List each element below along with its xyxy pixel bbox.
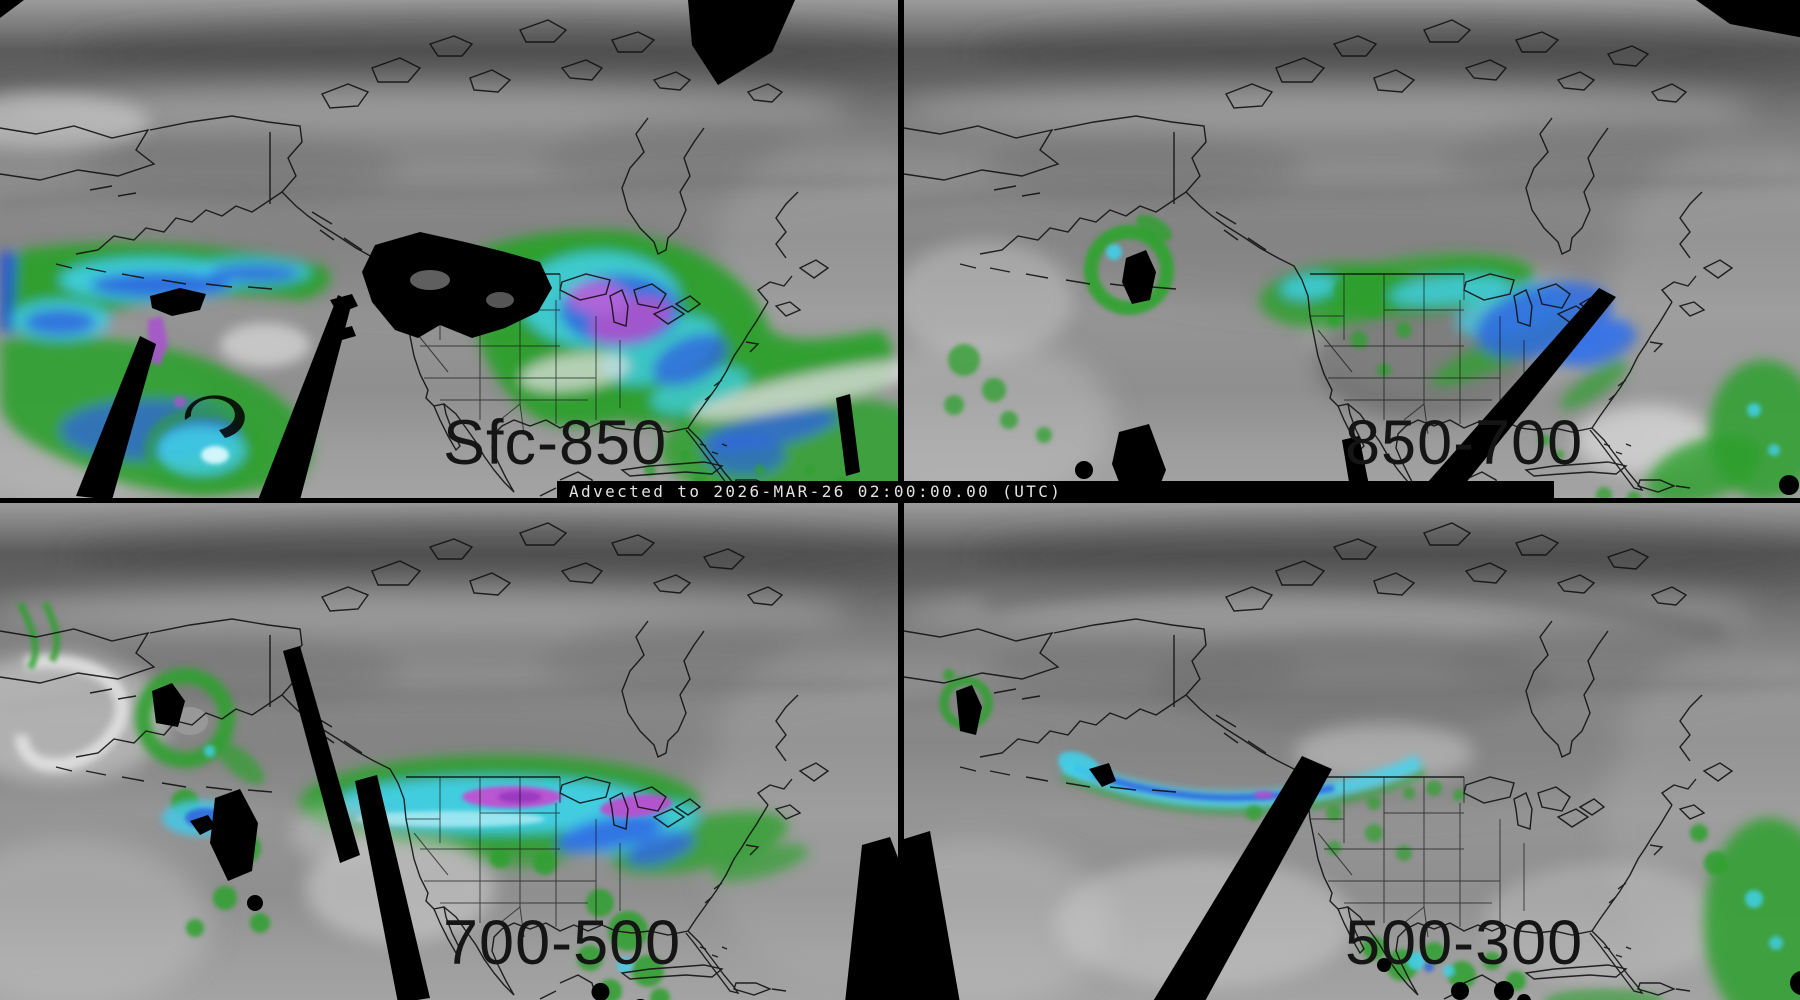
timestamp-banner-text: Advected to 2026-MAR-26 02:00:00.00 (UTC… (569, 482, 1063, 501)
panel-label-850-700: 850-700 (1345, 408, 1584, 478)
panel-850-700 (904, 0, 1800, 500)
timestamp-banner: Advected to 2026-MAR-26 02:00:00.00 (UTC… (557, 481, 1554, 502)
panel-label-sfc-850: Sfc-850 (443, 408, 668, 478)
panel-label-700-500: 700-500 (443, 908, 682, 978)
panel-sfc-850 (0, 0, 900, 500)
panel-label-500-300: 500-300 (1345, 908, 1584, 978)
panel-700-500 (0, 503, 900, 1000)
panel-500-300 (904, 503, 1800, 1000)
